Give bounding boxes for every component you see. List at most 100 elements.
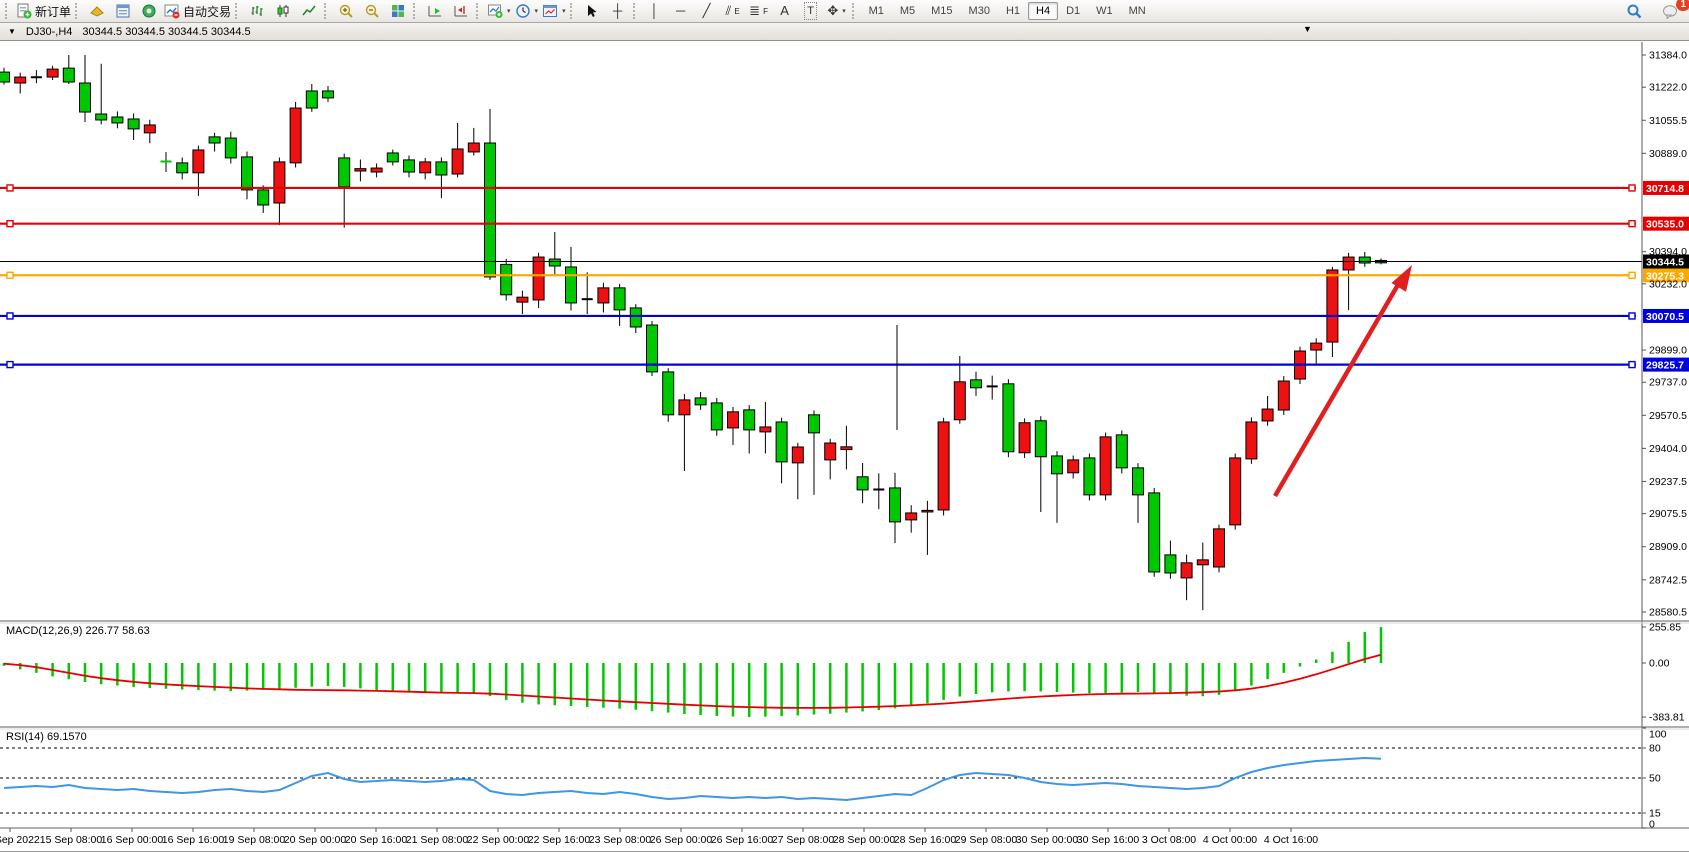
timeframe-button-m15[interactable]: M15 (931, 5, 953, 17)
price-level-label (1643, 268, 1689, 283)
svg-text:19 Sep 08:00: 19 Sep 08:00 (223, 834, 286, 846)
notifications-button[interactable]: 1 (1657, 0, 1689, 22)
svg-text:30889.0: 30889.0 (1649, 148, 1687, 160)
vertical-line-tool-button[interactable]: │ (642, 1, 668, 21)
svg-text:30 Sep 16:00: 30 Sep 16:00 (1077, 834, 1140, 846)
toolbar-grip (851, 3, 857, 19)
channel-sub-label: E (734, 6, 740, 16)
horizontal-line-icon: ─ (675, 3, 686, 18)
channel-tool-button[interactable]: ⫽ E (720, 1, 746, 21)
candlestick-icon (277, 5, 289, 17)
zoom-out-icon (365, 4, 379, 18)
bar-chart-mode-button[interactable] (244, 1, 270, 21)
chart-shift-marker-icon[interactable]: ▼ (1303, 24, 1312, 34)
svg-text:22 Sep 00:00: 22 Sep 00:00 (467, 834, 530, 846)
data-window-button[interactable] (110, 1, 136, 21)
tile-windows-button[interactable] (385, 1, 411, 21)
timeframe-group: M1 M5 M15 M30 H1 H4 D1 W1 MN (861, 2, 1154, 20)
market-watch-icon (90, 6, 104, 17)
trendline-tool-button[interactable]: ╱ (694, 1, 720, 21)
timeframe-button-d1[interactable]: D1 (1066, 5, 1081, 17)
svg-text:16 Sep 16:00: 16 Sep 16:00 (162, 834, 225, 846)
toolbar-grip (235, 3, 240, 19)
periods-button[interactable]: ▾ (513, 1, 541, 21)
crosshair-tool-button[interactable]: ┼ (605, 1, 631, 21)
horizontal-level-line[interactable]: 30535.0 (0, 216, 1689, 231)
svg-text:30535.0: 30535.0 (1646, 219, 1684, 231)
trend-arrow-annotation[interactable] (1273, 265, 1412, 498)
horizontal-line-tool-button[interactable]: ─ (668, 1, 694, 21)
svg-text:14 Sep 2022: 14 Sep 2022 (0, 834, 40, 846)
svg-text:16 Sep 00:00: 16 Sep 00:00 (101, 834, 164, 846)
svg-text:29075.5: 29075.5 (1649, 508, 1687, 520)
svg-text:0.00: 0.00 (1649, 658, 1670, 670)
timeframe-button-w1[interactable]: W1 (1096, 5, 1113, 17)
search-icon (1627, 4, 1641, 19)
templates-button[interactable]: ▾ (540, 1, 568, 21)
arrow-head (1391, 265, 1412, 292)
timeframe-button-h1[interactable]: H1 (1005, 5, 1021, 17)
macd-title: MACD(12,26,9) 226.77 58.63 (6, 625, 150, 637)
svg-text:26 Sep 00:00: 26 Sep 00:00 (650, 834, 713, 846)
timeframe-button-m5[interactable]: M5 (899, 5, 916, 17)
chart-shift-icon (454, 6, 468, 17)
horizontal-level-line[interactable]: 30714.8 (0, 180, 1689, 195)
market-watch-button[interactable] (84, 1, 110, 21)
new-order-button[interactable]: 新订单 (14, 1, 73, 21)
svg-text:28 Sep 16:00: 28 Sep 16:00 (894, 834, 957, 846)
macd-panel[interactable]: MACD(12,26,9) 226.77 58.63 255.85 0.00 -383… (2, 621, 1685, 724)
arrows-tool-button[interactable]: ✥ ▾ (824, 1, 850, 21)
auto-trading-button[interactable]: 自动交易 (162, 1, 233, 21)
svg-text:4 Oct 00:00: 4 Oct 00:00 (1203, 834, 1257, 846)
svg-text:28909.0: 28909.0 (1649, 541, 1687, 553)
zoom-in-icon (339, 4, 353, 18)
zoom-out-button[interactable] (359, 1, 385, 21)
candlestick-mode-button[interactable] (270, 1, 296, 21)
chart-ohlc-values: 30344.5 30344.5 30344.5 30344.5 (82, 25, 251, 38)
svg-text:-383.81: -383.81 (1649, 712, 1685, 724)
bar-chart-icon (251, 6, 263, 16)
price-level-label (1643, 357, 1689, 372)
svg-text:30714.8: 30714.8 (1646, 183, 1684, 195)
new-order-label: 新订单 (35, 4, 72, 19)
svg-text:26 Sep 16:00: 26 Sep 16:00 (711, 834, 774, 846)
timeframe-button-mn[interactable]: MN (1128, 5, 1146, 17)
cursor-tool-button[interactable] (579, 1, 605, 21)
rsi-panel[interactable]: RSI(14) 69.1570 100 80 50 150 (0, 727, 1667, 831)
horizontal-level-line[interactable]: 29825.7 (0, 357, 1689, 372)
templates-caret-icon: ▾ (562, 8, 566, 15)
search-button[interactable] (1621, 2, 1647, 22)
text-label-tool-button[interactable]: T (798, 1, 824, 21)
horizontal-level-line[interactable]: 30070.5 (0, 308, 1689, 323)
text-tool-button[interactable]: A (772, 1, 798, 21)
chart-shift-button[interactable] (448, 1, 474, 21)
arrows-caret-icon: ▾ (842, 8, 846, 15)
auto-scroll-button[interactable] (422, 1, 448, 21)
timeframe-button-h4[interactable]: H4 (1028, 2, 1059, 20)
macd-signal-line (3, 653, 1382, 709)
price-axis[interactable]: 31384.0 31222.0 31055.5 30889.0 30394.0 30232… (1641, 42, 1687, 828)
svg-text:30394.0: 30394.0 (1649, 246, 1687, 258)
zoom-in-button[interactable] (333, 1, 359, 21)
line-chart-mode-button[interactable] (296, 1, 322, 21)
navigator-button[interactable] (136, 1, 162, 21)
svg-text:29237.5: 29237.5 (1649, 476, 1687, 488)
indicators-button[interactable]: ▾ (485, 1, 513, 21)
shapes-icon: ✥ (827, 3, 839, 18)
fibonacci-icon: ≣ (749, 3, 761, 18)
timeframe-button-m1[interactable]: M1 (868, 5, 884, 17)
svg-text:29570.5: 29570.5 (1649, 410, 1687, 422)
svg-text:30 Sep 00:00: 30 Sep 00:00 (1016, 834, 1079, 846)
chat-bubble-icon (1662, 5, 1677, 19)
svg-text:31222.0: 31222.0 (1649, 82, 1687, 94)
svg-text:21 Sep 08:00: 21 Sep 08:00 (406, 834, 469, 846)
indicators-icon (488, 4, 503, 18)
fibonacci-tool-button[interactable]: ≣ F (746, 1, 772, 21)
chart-menu-caret-icon[interactable]: ▼ (8, 27, 16, 36)
text-label-icon: T (804, 2, 817, 20)
horizontal-level-line[interactable]: 30275.3 (0, 268, 1689, 283)
toolbar-grip (5, 3, 10, 19)
timeframe-button-m30[interactable]: M30 (968, 5, 990, 17)
